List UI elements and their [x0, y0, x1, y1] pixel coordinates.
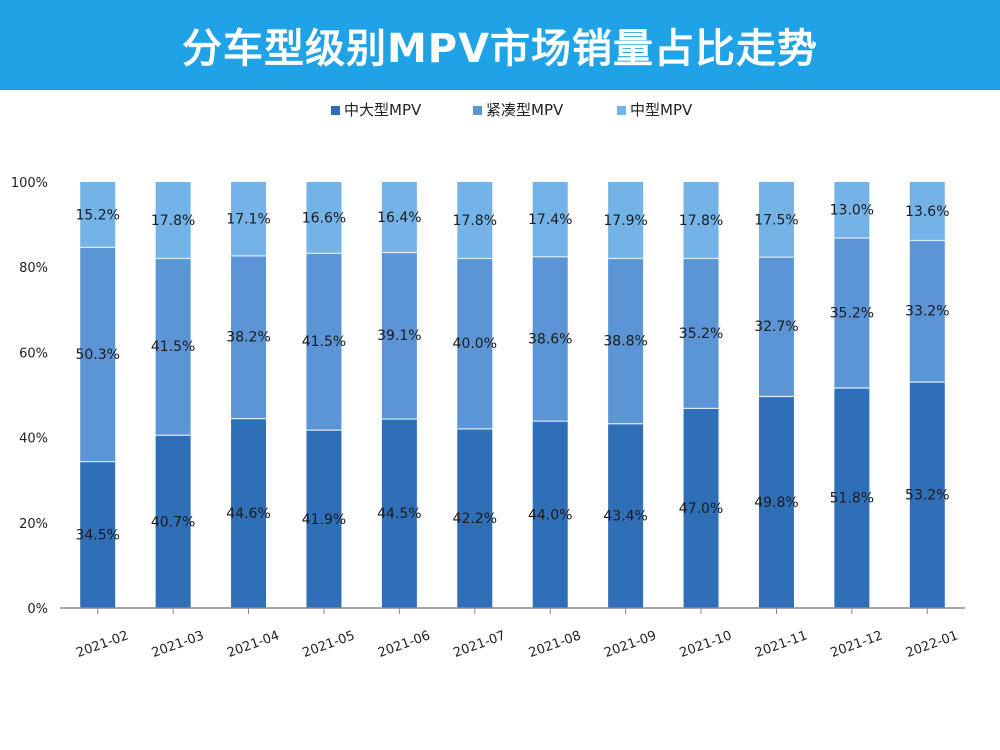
- bar-segment: [683, 407, 719, 608]
- bar-segment: [532, 182, 568, 257]
- chart-area: 中大型MPV 紧凑型MPV 中型MPV 0% 20% 40% 60% 80% 100% 34.5%…: [11, 101, 965, 661]
- data-label: 13.6%: [905, 204, 949, 220]
- bar-segment: [381, 251, 417, 419]
- bar-segment: [306, 252, 342, 430]
- bar-segment: [306, 429, 342, 608]
- bar-segment: [155, 434, 191, 608]
- bar-segment: [834, 237, 870, 388]
- title-banner: 分车型级别MPV市场销量占比走势: [0, 0, 1000, 90]
- data-label: 17.8%: [151, 213, 195, 229]
- data-label: 32.7%: [754, 319, 798, 335]
- bar-segment: [834, 387, 870, 608]
- data-label: 17.4%: [528, 212, 572, 228]
- chart-title: 分车型级别MPV市场销量占比走势: [181, 26, 819, 72]
- bar-segment: [532, 256, 568, 421]
- bar-segment: [457, 257, 493, 429]
- data-label: 40.7%: [151, 514, 195, 530]
- data-label: 35.2%: [830, 305, 874, 321]
- data-label: 47.0%: [679, 501, 723, 517]
- bar-segment: [909, 182, 945, 240]
- bar-segment: [758, 182, 794, 257]
- x-tick-label: 2021-12: [829, 628, 885, 661]
- data-label: 17.5%: [754, 212, 798, 228]
- x-tick-label: 2022-01: [904, 628, 960, 661]
- y-tick-label: 100%: [11, 176, 48, 191]
- bar-segment: [306, 182, 342, 253]
- bar-segment: [80, 182, 116, 247]
- data-label: 43.4%: [603, 509, 647, 525]
- bar-segment: [683, 257, 719, 408]
- y-tick-label: 60%: [19, 346, 48, 361]
- data-label: 38.6%: [528, 331, 572, 347]
- x-tick-label: 2021-07: [452, 628, 508, 661]
- data-label: 16.4%: [377, 210, 421, 226]
- data-label: 50.3%: [75, 347, 119, 363]
- data-label: 53.2%: [905, 488, 949, 504]
- data-label: 35.2%: [679, 326, 723, 342]
- y-tick-label: 0%: [27, 602, 48, 617]
- y-tick-label: 20%: [19, 517, 48, 532]
- bar-segment: [80, 246, 116, 462]
- data-label: 33.2%: [905, 304, 949, 320]
- legend-swatch-1: [331, 106, 340, 115]
- x-tick-label: 2021-08: [527, 628, 583, 661]
- bar-segment: [683, 182, 719, 258]
- legend-swatch-2: [473, 106, 482, 115]
- data-label: 49.8%: [754, 495, 798, 511]
- data-label: 51.8%: [830, 491, 874, 507]
- x-tick-label: 2021-04: [225, 628, 281, 661]
- data-label: 17.9%: [603, 213, 647, 229]
- x-tick-label: 2021-10: [678, 628, 734, 661]
- legend-label-3: 中型MPV: [630, 101, 693, 119]
- data-label: 38.2%: [226, 330, 270, 346]
- x-tick-label: 2021-05: [301, 628, 357, 661]
- data-label: 44.6%: [226, 506, 270, 522]
- bar-segment: [532, 420, 568, 608]
- bar-segment: [80, 461, 116, 608]
- x-tick-label: 2021-11: [753, 628, 809, 661]
- bar-segment: [155, 257, 191, 435]
- y-tick-label: 80%: [19, 261, 48, 276]
- data-label: 44.5%: [377, 506, 421, 522]
- data-label: 38.8%: [603, 333, 647, 349]
- bar-segment: [381, 418, 417, 608]
- data-label: 17.1%: [226, 212, 270, 228]
- data-label: 41.5%: [302, 334, 346, 350]
- bar-segment: [457, 182, 493, 258]
- data-label: 16.6%: [302, 210, 346, 226]
- bar-segment: [231, 182, 267, 256]
- data-label: 34.5%: [75, 528, 119, 544]
- bar-segment: [381, 182, 417, 252]
- data-label: 39.1%: [377, 328, 421, 344]
- bar-segment: [608, 423, 644, 608]
- x-tick-label: 2021-09: [602, 628, 658, 661]
- legend-label-1: 中大型MPV: [344, 101, 422, 119]
- data-label: 17.8%: [453, 213, 497, 229]
- data-label: 17.8%: [679, 213, 723, 229]
- bar-segment: [758, 395, 794, 608]
- data-label: 13.0%: [830, 203, 874, 219]
- bar-segment: [909, 239, 945, 382]
- bar-segment: [909, 381, 945, 608]
- bar-segment: [608, 257, 644, 424]
- bar-segment: [608, 182, 644, 258]
- legend-swatch-3: [617, 106, 626, 115]
- x-tick-label: 2021-02: [74, 628, 130, 661]
- data-label: 44.0%: [528, 507, 572, 523]
- data-label: 42.2%: [453, 511, 497, 527]
- y-tick-label: 40%: [19, 432, 48, 447]
- data-label: 41.5%: [151, 339, 195, 355]
- bar-segment: [758, 256, 794, 396]
- bar-segment: [834, 182, 870, 238]
- bar-segment: [231, 255, 267, 419]
- bar-segment: [457, 428, 493, 608]
- data-label: 15.2%: [75, 207, 119, 223]
- x-tick-label: 2021-03: [150, 628, 206, 661]
- legend-label-2: 紧凑型MPV: [486, 101, 564, 119]
- data-label: 41.9%: [302, 512, 346, 528]
- data-label: 40.0%: [453, 336, 497, 352]
- bar-segment: [155, 182, 191, 258]
- x-tick-label: 2021-06: [376, 628, 432, 661]
- bar-segment: [231, 418, 267, 608]
